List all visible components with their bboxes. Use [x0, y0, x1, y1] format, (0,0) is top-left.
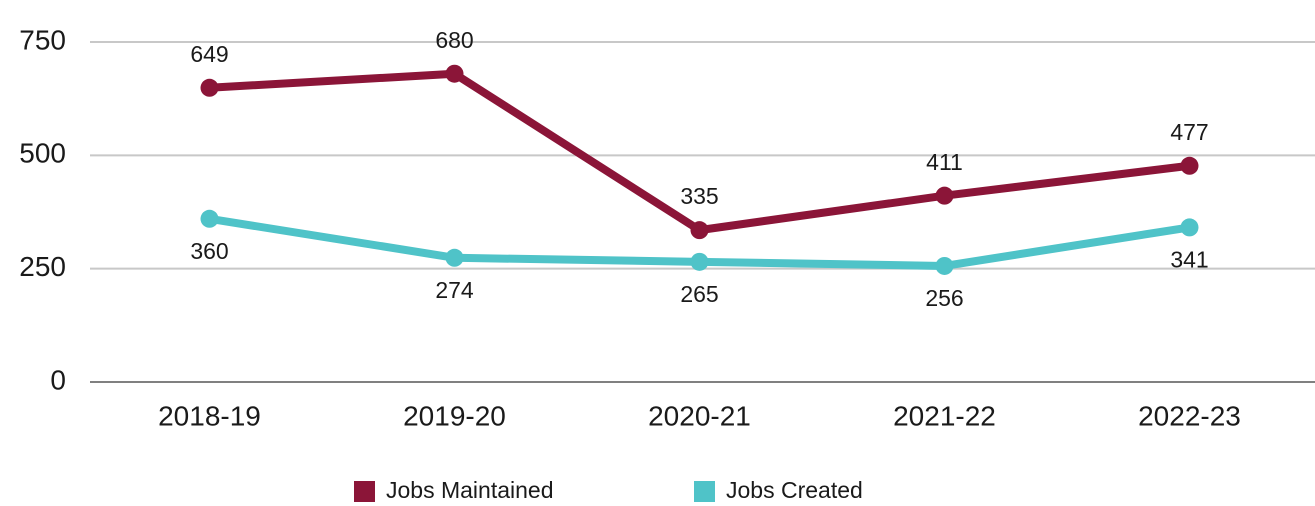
point — [1180, 218, 1199, 237]
point — [690, 221, 709, 240]
point — [935, 186, 954, 205]
x-tick-label: 2018-19 — [158, 400, 261, 431]
legend-swatch — [354, 481, 375, 502]
data-label: 680 — [435, 27, 473, 53]
y-tick-label: 500 — [19, 138, 66, 169]
point — [1180, 156, 1199, 175]
legend-swatch — [694, 481, 715, 502]
data-label: 335 — [680, 183, 718, 209]
data-label: 274 — [435, 277, 474, 303]
data-label: 411 — [926, 149, 963, 175]
point — [445, 248, 464, 267]
point — [690, 252, 709, 271]
data-label: 477 — [1170, 119, 1208, 145]
data-label: 341 — [1170, 246, 1208, 272]
y-tick-label: 750 — [19, 24, 66, 55]
legend-label: Jobs Created — [726, 477, 863, 503]
x-tick-label: 2022-23 — [1138, 400, 1241, 431]
data-label: 265 — [680, 281, 718, 307]
point — [935, 256, 954, 275]
y-tick-label: 250 — [19, 251, 66, 282]
data-label: 649 — [190, 41, 228, 67]
point — [445, 64, 464, 83]
x-tick-label: 2020-21 — [648, 400, 751, 431]
legend-label: Jobs Maintained — [386, 477, 554, 503]
point — [200, 78, 219, 97]
x-tick-label: 2021-22 — [893, 400, 996, 431]
data-label: 360 — [190, 238, 228, 264]
data-label: 256 — [925, 285, 963, 311]
x-tick-label: 2019-20 — [403, 400, 506, 431]
point — [200, 209, 219, 228]
y-tick-label: 0 — [50, 364, 66, 395]
